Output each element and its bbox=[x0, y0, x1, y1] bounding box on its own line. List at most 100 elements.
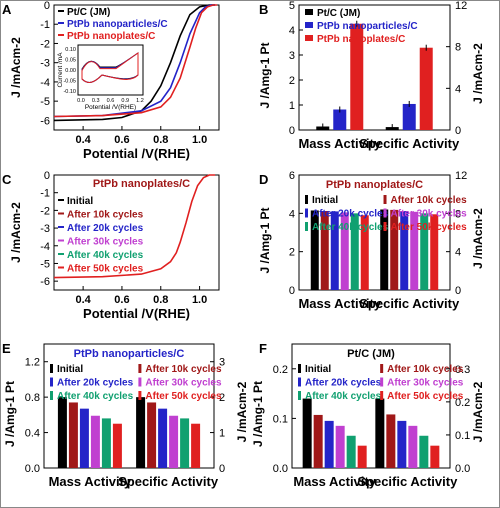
y-tick-label: 0 bbox=[44, 0, 50, 12]
legend-swatch-4 bbox=[305, 222, 308, 231]
y2-tick-label: 3 bbox=[219, 357, 225, 369]
y2-tick-label: 2 bbox=[219, 392, 225, 404]
y-tick-label: -1 bbox=[40, 19, 50, 31]
y-tick-label: 0.1 bbox=[273, 413, 288, 425]
y-axis-label-text: J /Amg-1 Pt bbox=[258, 207, 272, 273]
panel-a-frame bbox=[53, 4, 220, 131]
inset-y-label: Current /mA bbox=[57, 52, 64, 88]
bar-0-0 bbox=[302, 398, 312, 468]
bar-0-4 bbox=[350, 213, 359, 290]
chart-title: Pt/C (JM) bbox=[347, 348, 395, 360]
y2-tick-label: 0.1 bbox=[455, 430, 470, 442]
y-axis-label-text: J /Amg-1 Pt bbox=[251, 381, 265, 447]
y-axis-label: J /Amg-1 Pt bbox=[258, 207, 272, 273]
x-tick-label: 0.4 bbox=[75, 294, 91, 306]
legend-entry-2: PtPb nanoplates/C bbox=[67, 31, 155, 42]
y2-axis-label-text: J /mAcm-2 bbox=[471, 381, 485, 442]
chart-title: PtPb nanoplates/C bbox=[326, 179, 423, 191]
y-tick-label: 6 bbox=[289, 170, 295, 182]
panel-label-c: C bbox=[2, 172, 12, 187]
legend-swatch-2 bbox=[50, 377, 53, 387]
y-tick-label: -4 bbox=[40, 77, 50, 89]
y2-tick-label: 8 bbox=[455, 208, 461, 220]
legend-entry-3: After 30k cycles bbox=[391, 209, 468, 220]
inset-x-tick-label: 0.6 bbox=[107, 98, 115, 104]
legend-swatch-2 bbox=[305, 35, 313, 41]
bar-1-0 bbox=[136, 397, 146, 468]
y2-axis-label: J /mAcm-2 bbox=[471, 43, 485, 104]
bar-0-3 bbox=[340, 212, 349, 290]
y2-tick-label: 0 bbox=[219, 463, 225, 475]
legend-swatch-0 bbox=[50, 364, 53, 373]
legend-entry-5: After 50k cycles bbox=[387, 391, 464, 402]
legend-swatch-1 bbox=[138, 364, 142, 373]
inset-cv-loop-2 bbox=[81, 52, 139, 83]
bar-0-5 bbox=[360, 215, 369, 290]
panel-c-frame bbox=[53, 174, 220, 291]
bar-0-1 bbox=[333, 109, 347, 130]
y2-axis-label: J /mAcm-2 bbox=[235, 381, 249, 442]
panel-label-f: F bbox=[259, 341, 267, 356]
bar-1-5 bbox=[430, 214, 439, 290]
y2-axis-label: J /mAcm-2 bbox=[471, 381, 485, 442]
y2-axis-label-text: J /mAcm-2 bbox=[235, 381, 249, 442]
y-tick-label: 0.2 bbox=[273, 364, 288, 376]
legend-swatch-3 bbox=[138, 377, 142, 387]
y-axis-label: J /mAcm-2 bbox=[9, 202, 23, 263]
legend-entry-0: Pt/C (JM) bbox=[67, 7, 110, 18]
bar-0-0 bbox=[310, 210, 319, 290]
bar-1-2 bbox=[158, 408, 168, 468]
legend-entry-1: After 10k cycles bbox=[67, 210, 144, 221]
legend-entry-1: PtPb nanoparticles/C bbox=[67, 19, 168, 30]
y2-tick-label: 0.2 bbox=[455, 397, 470, 409]
bar-1-3 bbox=[410, 211, 419, 290]
y-tick-label: -1 bbox=[40, 188, 50, 200]
legend-swatch-1 bbox=[305, 22, 313, 28]
bar-1-5 bbox=[430, 445, 440, 468]
legend-entry-4: After 40k cycles bbox=[67, 250, 144, 261]
bar-0-4 bbox=[101, 418, 111, 468]
y-tick-label: -6 bbox=[40, 115, 50, 127]
bar-1-4 bbox=[419, 435, 429, 468]
legend-entry-5: After 50k cycles bbox=[67, 264, 144, 275]
x-tick-label: 1.0 bbox=[192, 294, 207, 306]
x-tick-label: 0.6 bbox=[114, 294, 129, 306]
series-line-2 bbox=[53, 4, 218, 118]
bar-0-3 bbox=[335, 425, 345, 468]
legend-entry-3: After 30k cycles bbox=[145, 378, 222, 389]
y-axis-label: J /Amg-1 Pt bbox=[251, 381, 265, 447]
inset-x-tick-label: 0.0 bbox=[77, 98, 85, 104]
bar-0-3 bbox=[90, 415, 100, 468]
legend-swatch-0 bbox=[305, 195, 308, 204]
legend-swatch-4 bbox=[50, 391, 53, 400]
y-tick-label: 0.0 bbox=[25, 463, 40, 475]
bar-1-2 bbox=[419, 47, 433, 131]
bar-0-0 bbox=[57, 397, 67, 468]
legend-entry-1: After 10k cycles bbox=[391, 195, 468, 206]
legend-swatch-5 bbox=[383, 222, 387, 231]
legend-entry-1: PtPb nanoparticles/C bbox=[317, 21, 418, 32]
inset-y-tick-label: -0.05 bbox=[63, 79, 76, 85]
bar-0-1 bbox=[68, 402, 78, 468]
bar-0-5 bbox=[112, 423, 122, 468]
y2-tick-label: 0 bbox=[455, 125, 461, 137]
y-tick-label: 0 bbox=[289, 125, 295, 137]
bar-1-0 bbox=[375, 398, 385, 468]
category-label-1: Specific Activity bbox=[357, 474, 458, 489]
y2-tick-label: 1 bbox=[219, 428, 225, 440]
y-tick-label: -5 bbox=[40, 96, 50, 108]
y-tick-label: 0.8 bbox=[25, 392, 40, 404]
bar-1-1 bbox=[386, 414, 396, 468]
legend-entry-1: After 10k cycles bbox=[387, 364, 464, 375]
y-tick-label: 4 bbox=[289, 208, 295, 220]
x-tick-label: 0.6 bbox=[114, 134, 129, 146]
y-tick-label: 5 bbox=[289, 0, 295, 12]
y2-tick-label: 4 bbox=[455, 83, 461, 95]
y-tick-label: 4 bbox=[289, 25, 295, 37]
y2-axis-label: J /mAcm-2 bbox=[471, 208, 485, 269]
legend-entry-5: After 50k cycles bbox=[145, 391, 222, 402]
bar-1-2 bbox=[397, 420, 407, 468]
legend-entry-0: Initial bbox=[57, 364, 83, 375]
category-label-0: Mass Activity bbox=[298, 296, 381, 311]
